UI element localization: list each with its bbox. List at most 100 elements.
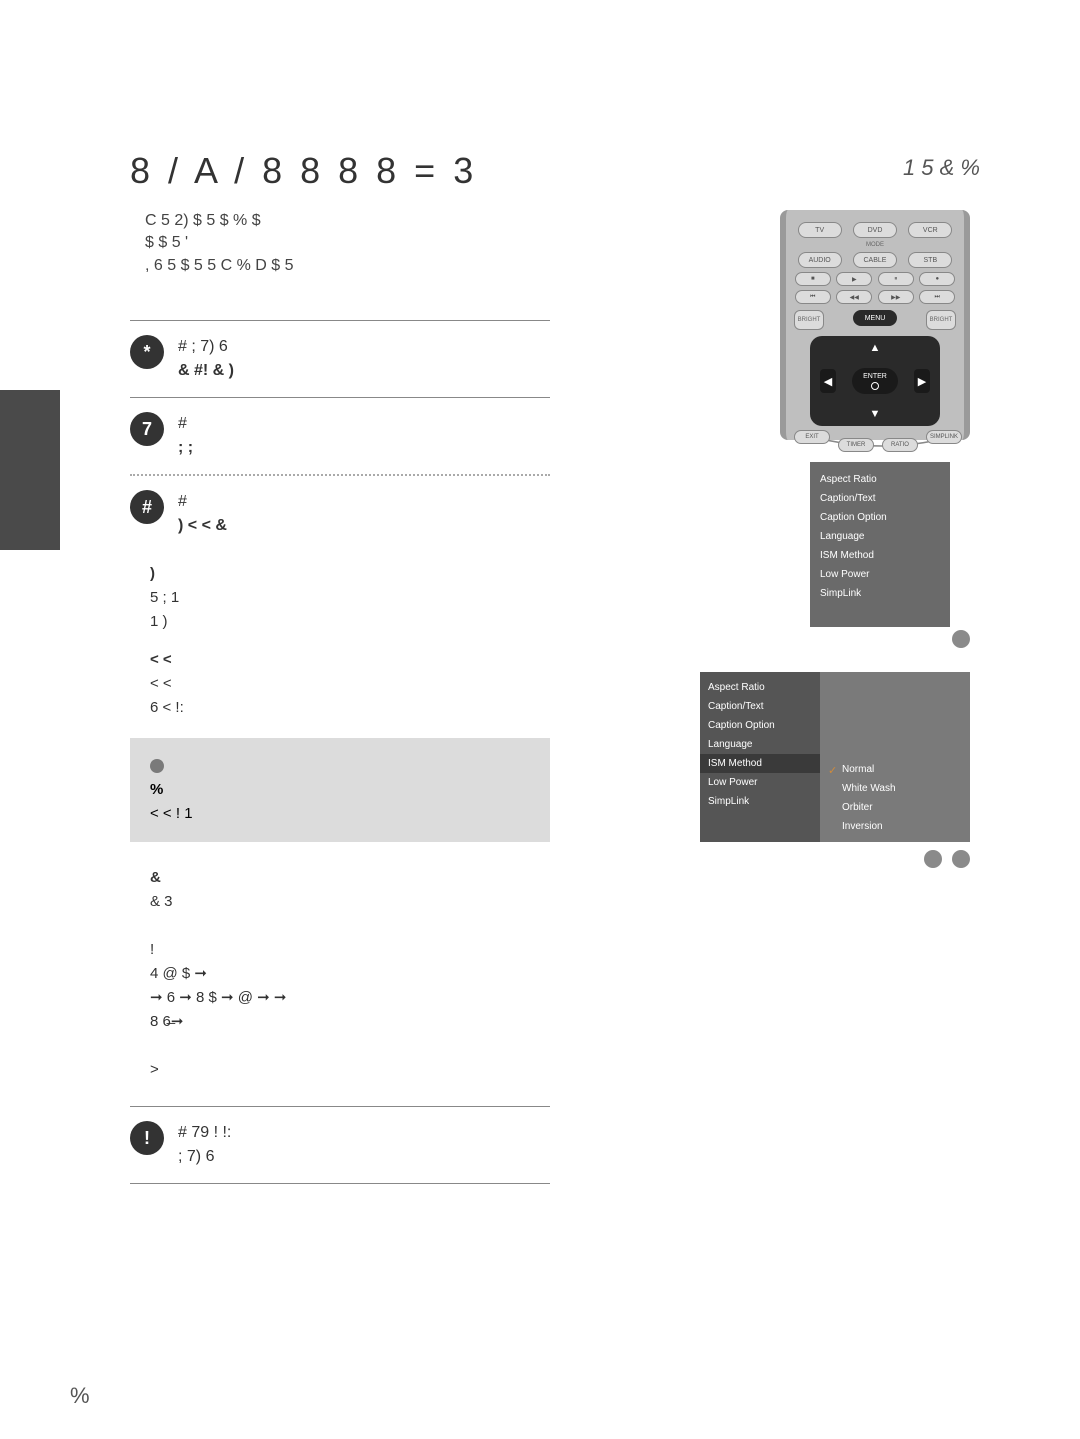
remote-record-button[interactable]: ● [919,272,955,286]
menu1-item[interactable]: Aspect Ratio [820,470,940,489]
steps-container: * # ; 7) 6 & #! & ) 7 # ; ; # # ) < < & … [130,320,550,1184]
step-3-line1: # [178,493,187,510]
remote-enter-button[interactable]: ENTER [852,368,898,394]
note-line5: > [150,1061,159,1078]
step-1-num: * [130,335,164,369]
remote-mode-label: MODE [792,242,958,248]
remote-play-button[interactable]: ▶ [836,272,872,286]
remote-left-button[interactable]: ◀ [820,369,836,393]
menu1-item[interactable]: ISM Method [820,546,940,565]
intro-text: C 5 2) $ 5 $ % $ $ $ 5 ' , 6 5 $ 5 5 C %… [145,210,555,277]
remote-cable-button[interactable]: CABLE [853,252,897,268]
menu-panel-2: Aspect Ratio Caption/Text Caption Option… [700,672,970,842]
option-2: < < < < 6 < !: [130,638,550,724]
menu2-right-list: Normal White Wash Orbiter Inversion [820,672,970,842]
option-1-text: 5 ; 1 1 ) [150,589,179,630]
option-1: ) 5 ; 1 1 ) [130,552,550,638]
step-3: # # ) < < & [130,476,550,552]
menu2-item[interactable]: Caption/Text [708,697,812,716]
step-3-num: # [130,490,164,524]
remote-menu-row: BRIGHT MENU BRIGHT [792,308,958,330]
remote-up-button[interactable]: ▲ [870,342,881,354]
option-2-label: < < [150,648,550,672]
remote-stb-button[interactable]: STB [908,252,952,268]
step-2-line1: # [178,415,187,432]
remote-ratio-button[interactable]: RATIO [882,438,918,452]
note-line1: < < ! 1 [150,805,193,822]
menu1-item[interactable]: Low Power [820,565,940,584]
step-2-num: 7 [130,412,164,446]
menu2-option[interactable]: White Wash [828,779,962,798]
note-label2: & [150,866,550,890]
remote-skipfwd-button[interactable]: ⏭ [919,290,955,304]
step-4: ! # 79 ! !: ; 7) 6 [130,1106,550,1184]
menu1-item[interactable]: SimpLink [820,584,940,603]
remote-timer-button[interactable]: TIMER [838,438,874,452]
remote-bright-minus-button[interactable]: BRIGHT [794,310,824,330]
menu2-item[interactable]: Language [708,735,812,754]
menu2-option[interactable]: Inversion [828,817,962,836]
remote-dpad: ▲ ▼ ◀ ▶ ENTER [810,336,940,426]
step-1: * # ; 7) 6 & #! & ) [130,320,550,397]
step-4-text: # 79 ! !: ; 7) 6 [178,1121,550,1169]
decorative-dot [952,850,970,868]
remote-menu-button[interactable]: MENU [853,310,897,326]
remote-row-3: ■ ▶ ⏸ ● [792,272,958,286]
option-2-text: < < 6 < !: [150,675,184,716]
remote-tv-button[interactable]: TV [798,222,842,238]
remote-rewind-button[interactable]: ◀◀ [836,290,872,304]
menu2-item[interactable]: Aspect Ratio [708,678,812,697]
remote-down-button[interactable]: ▼ [870,408,881,420]
menu2-option[interactable]: Orbiter [828,798,962,817]
note-line3: ! [150,941,154,958]
menu2-item[interactable]: Caption Option [708,716,812,735]
remote-row-2: AUDIO CABLE STB [792,252,958,268]
remote-control: TV DVD VCR MODE AUDIO CABLE STB ■ ▶ ⏸ ● … [780,210,970,440]
option-3: & & 3 ! 4 @ $ ➞ ➞ 6 ➞ 8 $ ➞ @ ➞ ➞ 8 6̶➞ … [130,856,550,1086]
remote-enter-label: ENTER [863,373,887,380]
note-label1: % [150,781,163,798]
remote-exit-button[interactable]: EXIT [794,430,830,444]
menu2-item[interactable]: SimpLink [708,792,812,811]
remote-bottom-row: EXIT TIMER RATIO SIMPLINK [792,430,958,456]
remote-pause-button[interactable]: ⏸ [878,272,914,286]
remote-right-button[interactable]: ▶ [914,369,930,393]
step-3-line2: ) < < & [178,517,227,534]
remote-enter-ring-icon [871,382,879,390]
note-box: % < < ! 1 [130,738,550,842]
menu2-item[interactable]: Low Power [708,773,812,792]
step-1-line1: # ; 7) 6 [178,338,228,355]
note-dot-icon [150,759,164,773]
remote-forward-button[interactable]: ▶▶ [878,290,914,304]
menu1-item[interactable]: Caption/Text [820,489,940,508]
remote-bright-plus-button[interactable]: BRIGHT [926,310,956,330]
side-note: 1 5 & % [903,155,980,181]
decorative-dot [924,850,942,868]
remote-skipback-button[interactable]: ⏮ [795,290,831,304]
remote-row-1: TV DVD VCR [792,222,958,238]
remote-audio-button[interactable]: AUDIO [798,252,842,268]
remote-dvd-button[interactable]: DVD [853,222,897,238]
step-2-text: # ; ; [178,412,550,460]
note-line4: 4 @ $ ➞ ➞ 6 ➞ 8 $ ➞ @ ➞ ➞ 8 6̶➞ [150,965,286,1030]
decorative-dot [952,630,970,648]
remote-vcr-button[interactable]: VCR [908,222,952,238]
option-1-label: ) [150,562,550,586]
remote-stop-button[interactable]: ■ [795,272,831,286]
remote-simplink-button[interactable]: SIMPLINK [926,430,962,444]
menu1-item[interactable]: Language [820,527,940,546]
menu2-left-list: Aspect Ratio Caption/Text Caption Option… [700,672,820,842]
step-2-line2: ; ; [178,439,193,456]
menu2-option-checked[interactable]: Normal [828,760,962,779]
step-3-text: # ) < < & [178,490,550,538]
menu1-item[interactable]: Caption Option [820,508,940,527]
step-2: 7 # ; ; [130,397,550,474]
note-line2: & 3 [150,893,173,910]
page-number: % [70,1383,90,1409]
page-title: 8 / A / 8 8 8 8 = 3 [130,150,477,192]
section-tab [0,390,60,550]
menu-panel-1: Aspect Ratio Caption/Text Caption Option… [810,462,950,627]
remote-row-4: ⏮ ◀◀ ▶▶ ⏭ [792,290,958,304]
menu2-item-selected[interactable]: ISM Method [700,754,820,773]
step-1-text: # ; 7) 6 & #! & ) [178,335,550,383]
